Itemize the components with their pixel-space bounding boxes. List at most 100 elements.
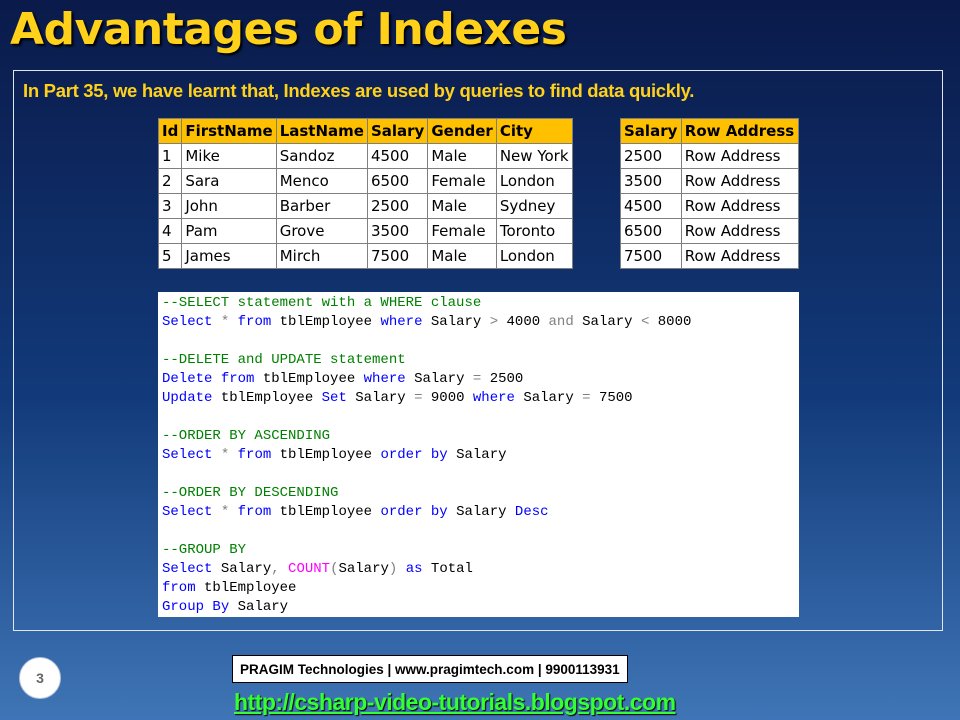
code-token: tblEmployee bbox=[271, 314, 381, 330]
code-token: --ORDER BY DESCENDING bbox=[162, 485, 339, 501]
index-row: 6500 Row Address bbox=[620, 218, 800, 244]
employee-table-header-row: Id FirstName LastName Salary Gender City bbox=[157, 118, 573, 144]
code-token: Set bbox=[321, 390, 347, 406]
table-cell: Male bbox=[427, 243, 497, 269]
table-cell: Row Address bbox=[680, 243, 800, 269]
index-row: 3500 Row Address bbox=[620, 168, 800, 194]
code-line: Delete from tblEmployee where Salary = 2… bbox=[162, 370, 799, 389]
employee-row: 5 James Mirch 7500 Male London bbox=[157, 243, 573, 269]
code-token bbox=[280, 561, 288, 577]
table-cell: Female bbox=[427, 168, 497, 194]
column-header: FirstName bbox=[181, 118, 277, 144]
code-token: By bbox=[212, 599, 230, 615]
code-line bbox=[162, 465, 799, 484]
slide-title: Advantages of Indexes bbox=[10, 4, 567, 55]
code-token bbox=[422, 447, 430, 463]
code-token: < bbox=[640, 314, 650, 330]
employee-table: Id FirstName LastName Salary Gender City 1 Mik… bbox=[157, 118, 573, 269]
code-token: from bbox=[237, 447, 272, 463]
code-token: --ORDER BY ASCENDING bbox=[162, 428, 331, 444]
slide-number-badge: 3 bbox=[19, 657, 61, 699]
table-cell: London bbox=[495, 168, 573, 194]
code-token: from bbox=[237, 504, 272, 520]
code-token: tblEmployee bbox=[195, 580, 297, 596]
table-cell: Mike bbox=[181, 143, 277, 169]
table-cell: 4500 bbox=[366, 143, 429, 169]
code-token: Desc bbox=[514, 504, 549, 520]
code-line: Select * from tblEmployee order by Salar… bbox=[162, 446, 799, 465]
code-token bbox=[229, 314, 237, 330]
table-cell: 4 bbox=[157, 218, 183, 244]
index-row: 7500 Row Address bbox=[620, 243, 800, 269]
code-token: Salary bbox=[346, 390, 415, 406]
code-token: Select bbox=[162, 314, 213, 330]
table-cell: 2 bbox=[157, 168, 183, 194]
table-cell: 5 bbox=[157, 243, 183, 269]
code-line: --GROUP BY bbox=[162, 541, 799, 560]
code-token: = bbox=[472, 371, 482, 387]
code-token: tblEmployee bbox=[271, 504, 381, 520]
table-cell: 1 bbox=[157, 143, 183, 169]
table-cell: Row Address bbox=[680, 218, 800, 244]
code-token: by bbox=[430, 504, 448, 520]
code-token bbox=[229, 447, 237, 463]
table-cell: 3500 bbox=[620, 168, 682, 194]
code-token: Select bbox=[162, 447, 213, 463]
code-line bbox=[162, 408, 799, 427]
code-token bbox=[229, 504, 237, 520]
table-cell: Female bbox=[427, 218, 497, 244]
table-cell: 6500 bbox=[620, 218, 682, 244]
code-token: where bbox=[472, 390, 515, 406]
table-cell: New York bbox=[495, 143, 573, 169]
code-token bbox=[212, 371, 220, 387]
code-token: and bbox=[548, 314, 574, 330]
code-token: where bbox=[363, 371, 406, 387]
code-token: tblEmployee bbox=[254, 371, 364, 387]
code-token: Update bbox=[162, 390, 213, 406]
table-cell: Male bbox=[427, 193, 497, 219]
code-token: Salary bbox=[447, 504, 515, 520]
code-token bbox=[397, 561, 405, 577]
code-token: Salary bbox=[338, 561, 389, 577]
table-cell: Sydney bbox=[495, 193, 573, 219]
code-line: Select Salary, COUNT(Salary) as Total bbox=[162, 560, 799, 579]
table-cell: Row Address bbox=[680, 143, 800, 169]
table-cell: 4500 bbox=[620, 193, 682, 219]
blog-link[interactable]: http://csharp-video-tutorials.blogspot.c… bbox=[234, 689, 676, 715]
table-cell: Grove bbox=[275, 218, 368, 244]
code-line bbox=[162, 332, 799, 351]
code-token: Select bbox=[162, 504, 213, 520]
code-token: * bbox=[220, 314, 230, 330]
employee-row: 1 Mike Sandoz 4500 Male New York bbox=[157, 143, 573, 169]
code-line: Select * from tblEmployee order by Salar… bbox=[162, 503, 799, 522]
code-token: from bbox=[220, 371, 255, 387]
table-cell: Mirch bbox=[275, 243, 368, 269]
table-cell: Row Address bbox=[680, 168, 800, 194]
table-cell: James bbox=[181, 243, 277, 269]
code-line: --ORDER BY ASCENDING bbox=[162, 427, 799, 446]
code-token: tblEmployee bbox=[212, 390, 322, 406]
content-frame bbox=[13, 70, 943, 631]
salary-index-table: Salary Row Address 2500 Row Address 3500 Row… bbox=[620, 118, 800, 269]
code-token: 2500 bbox=[481, 371, 524, 387]
table-cell: Barber bbox=[275, 193, 368, 219]
table-cell: Sandoz bbox=[275, 143, 368, 169]
code-token: = bbox=[414, 390, 423, 406]
code-token: Salary bbox=[573, 314, 641, 330]
code-token: > bbox=[489, 314, 499, 330]
intro-text: In Part 35, we have learnt that, Indexes… bbox=[23, 80, 695, 101]
code-token bbox=[212, 447, 220, 463]
table-cell: 3 bbox=[157, 193, 183, 219]
code-token: COUNT bbox=[288, 561, 331, 577]
code-token: * bbox=[220, 447, 230, 463]
code-token: 4000 bbox=[498, 314, 549, 330]
code-token: Select bbox=[162, 561, 213, 577]
code-token: Salary bbox=[422, 314, 490, 330]
table-cell: Sara bbox=[181, 168, 277, 194]
code-token: from bbox=[162, 580, 196, 596]
code-token: 7500 bbox=[590, 390, 633, 406]
code-line: Update tblEmployee Set Salary = 9000 whe… bbox=[162, 389, 799, 408]
table-cell: 7500 bbox=[620, 243, 682, 269]
code-token: order bbox=[380, 504, 423, 520]
code-token: 8000 bbox=[649, 314, 692, 330]
